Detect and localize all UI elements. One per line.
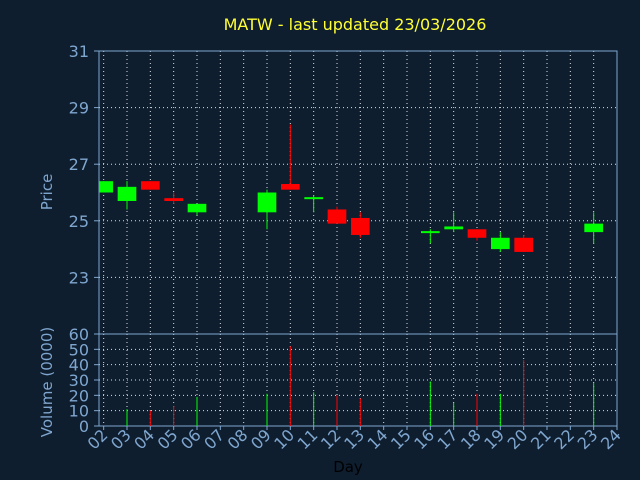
candle-body bbox=[141, 181, 160, 190]
volume-bars bbox=[126, 346, 595, 426]
candle bbox=[327, 206, 347, 224]
candle bbox=[187, 203, 207, 216]
volume-tick-label: 0 bbox=[79, 417, 89, 436]
chart-title: MATW - last updated 23/03/2026 bbox=[224, 15, 487, 34]
candle-body bbox=[117, 186, 137, 201]
candle bbox=[444, 212, 463, 233]
candle bbox=[467, 229, 487, 241]
x-axis-label: Day bbox=[333, 458, 363, 476]
candle-body bbox=[281, 184, 300, 190]
candle-body bbox=[327, 209, 347, 224]
candle-body bbox=[421, 231, 440, 234]
volume-tick-label: 30 bbox=[69, 371, 89, 390]
candle bbox=[421, 229, 440, 244]
candle bbox=[281, 124, 300, 190]
volume-tick-label: 10 bbox=[69, 402, 89, 421]
volume-tick-label: 50 bbox=[69, 340, 89, 359]
price-tick-label: 31 bbox=[69, 42, 89, 61]
candle-body bbox=[584, 223, 603, 233]
candle bbox=[257, 189, 277, 230]
candle bbox=[351, 212, 370, 238]
candle bbox=[99, 181, 113, 193]
candle-body bbox=[257, 192, 277, 213]
candle-body bbox=[187, 203, 207, 213]
candle-body bbox=[467, 229, 487, 238]
volume-tick-label: 40 bbox=[69, 356, 89, 375]
price-tick-label: 29 bbox=[69, 99, 89, 118]
candle bbox=[141, 181, 160, 190]
candle-body bbox=[99, 181, 113, 193]
candle bbox=[514, 234, 533, 252]
volume-tick-label: 60 bbox=[69, 325, 89, 344]
candle-body bbox=[491, 237, 510, 250]
price-tick-label: 23 bbox=[69, 268, 89, 287]
price-tick-label: 27 bbox=[69, 155, 89, 174]
candle-body bbox=[164, 198, 183, 201]
volume-plot-border bbox=[98, 333, 618, 427]
candle bbox=[304, 195, 323, 213]
candle bbox=[584, 212, 603, 244]
day-tick-labels: 0203040506070809101112131415161718192021… bbox=[84, 425, 625, 453]
volume-axis-frame bbox=[94, 333, 618, 430]
candle bbox=[117, 181, 137, 210]
volume-tick-label: 20 bbox=[69, 386, 89, 405]
price-tick-labels: 31 29 27 25 23 bbox=[69, 42, 89, 287]
candles bbox=[99, 124, 603, 252]
candle-body bbox=[444, 226, 463, 230]
candle-body bbox=[351, 217, 370, 235]
price-tick-label: 25 bbox=[69, 212, 89, 231]
volume-axis-label: Volume (0000) bbox=[38, 327, 56, 437]
candle-body bbox=[304, 197, 323, 200]
price-axis-label: Price bbox=[38, 174, 56, 211]
candle-body bbox=[514, 237, 533, 252]
candle bbox=[164, 192, 183, 204]
candle bbox=[491, 232, 510, 252]
